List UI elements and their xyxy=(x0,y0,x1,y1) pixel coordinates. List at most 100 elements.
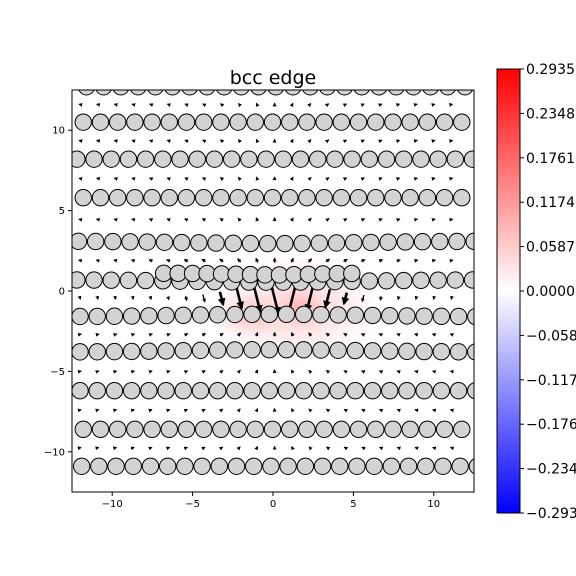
plot-area xyxy=(72,90,474,492)
y-tick-label: 10 xyxy=(52,126,65,137)
displacement-arrow xyxy=(431,332,437,337)
atom xyxy=(456,90,474,96)
displacement-arrow xyxy=(414,446,419,451)
displacement-arrow xyxy=(184,103,189,108)
displacement-arrow xyxy=(148,446,153,451)
atom xyxy=(418,420,437,438)
atom xyxy=(349,189,368,207)
displacement-arrow xyxy=(378,446,384,451)
displacement-arrow xyxy=(378,139,383,144)
atom xyxy=(281,189,299,207)
displacement-arrow xyxy=(237,217,242,222)
atom xyxy=(439,90,456,96)
displacement-arrow xyxy=(148,258,153,263)
atom xyxy=(277,305,296,324)
atom xyxy=(85,150,103,168)
displacement-arrow xyxy=(237,139,242,144)
atom xyxy=(250,90,267,96)
atom xyxy=(413,233,432,251)
displacement-arrow xyxy=(307,176,312,182)
displacement-arrow xyxy=(378,408,384,413)
atom xyxy=(377,272,396,290)
displacement-arrow xyxy=(218,408,224,413)
atom xyxy=(86,232,105,251)
displacement-arrow xyxy=(325,370,331,374)
displacement-arrow xyxy=(237,102,242,108)
atom xyxy=(246,189,265,207)
displacement-arrow xyxy=(219,258,224,263)
displacement-arrow xyxy=(202,139,207,144)
atom xyxy=(227,457,246,475)
atom xyxy=(88,307,106,326)
displacement-arrow xyxy=(361,370,366,374)
displacement-arrow xyxy=(201,258,206,263)
atom xyxy=(172,233,191,252)
atom xyxy=(363,342,382,360)
displacement-arrow xyxy=(255,138,260,144)
atom xyxy=(243,381,261,400)
atom xyxy=(140,381,158,400)
displacement-arrow xyxy=(290,332,295,337)
displacement-arrow xyxy=(112,408,118,413)
displacement-arrow xyxy=(131,218,136,222)
atom xyxy=(313,457,332,475)
atom xyxy=(207,234,225,252)
atom xyxy=(417,457,435,475)
displacement-arrow xyxy=(148,408,153,413)
atom xyxy=(276,234,294,253)
atom xyxy=(112,90,129,96)
displacement-arrow xyxy=(95,258,100,263)
displacement-arrow xyxy=(183,370,189,374)
extra-half-plane-atom xyxy=(241,265,260,284)
displacement-arrow xyxy=(325,408,331,413)
extra-half-plane-atom xyxy=(169,264,187,283)
displacement-arrow xyxy=(219,217,224,222)
displacement-arrow xyxy=(254,408,259,413)
atom xyxy=(105,381,124,400)
displacement-arrow xyxy=(218,446,224,451)
atom xyxy=(74,189,92,207)
atom xyxy=(177,113,196,131)
atom xyxy=(377,150,396,168)
atom xyxy=(74,113,92,131)
atom xyxy=(193,457,211,475)
atom xyxy=(315,189,333,207)
displacement-arrow xyxy=(413,177,418,181)
atom xyxy=(298,113,316,131)
atom xyxy=(88,381,106,400)
x-tick-label: 0 xyxy=(270,499,276,510)
colorbar-tick-label: 0.0000 xyxy=(526,284,575,300)
displacement-arrow xyxy=(307,217,312,222)
atom xyxy=(171,150,189,168)
atom xyxy=(222,150,241,168)
atom xyxy=(194,113,213,131)
displacement-arrow xyxy=(131,177,136,181)
displacement-arrow xyxy=(235,287,244,310)
atom xyxy=(331,457,349,475)
atom xyxy=(246,113,265,131)
atom xyxy=(432,381,451,400)
atom xyxy=(332,420,351,438)
displacement-arrow xyxy=(396,177,401,181)
displacement-arrow xyxy=(219,332,224,337)
displacement-arrow xyxy=(183,408,189,413)
colorbar-tick-label: −0.2348 xyxy=(526,462,576,478)
atom xyxy=(245,457,263,475)
displacement-arrow xyxy=(308,369,313,374)
atom xyxy=(332,113,351,131)
displacement-arrow xyxy=(324,103,330,108)
atom xyxy=(367,420,385,438)
x-axis: −10 −5 0 5 10 xyxy=(102,492,440,510)
atom xyxy=(181,90,198,96)
atom xyxy=(191,341,210,360)
atom xyxy=(382,457,401,475)
atom xyxy=(157,342,175,360)
displacement-arrow xyxy=(291,445,295,451)
displacement-arrow xyxy=(360,103,365,108)
atom xyxy=(160,420,178,438)
atom xyxy=(205,150,224,168)
x-tick-label: −10 xyxy=(102,499,123,510)
atom xyxy=(143,420,161,438)
displacement-arrow xyxy=(254,369,259,374)
atom xyxy=(449,307,468,326)
